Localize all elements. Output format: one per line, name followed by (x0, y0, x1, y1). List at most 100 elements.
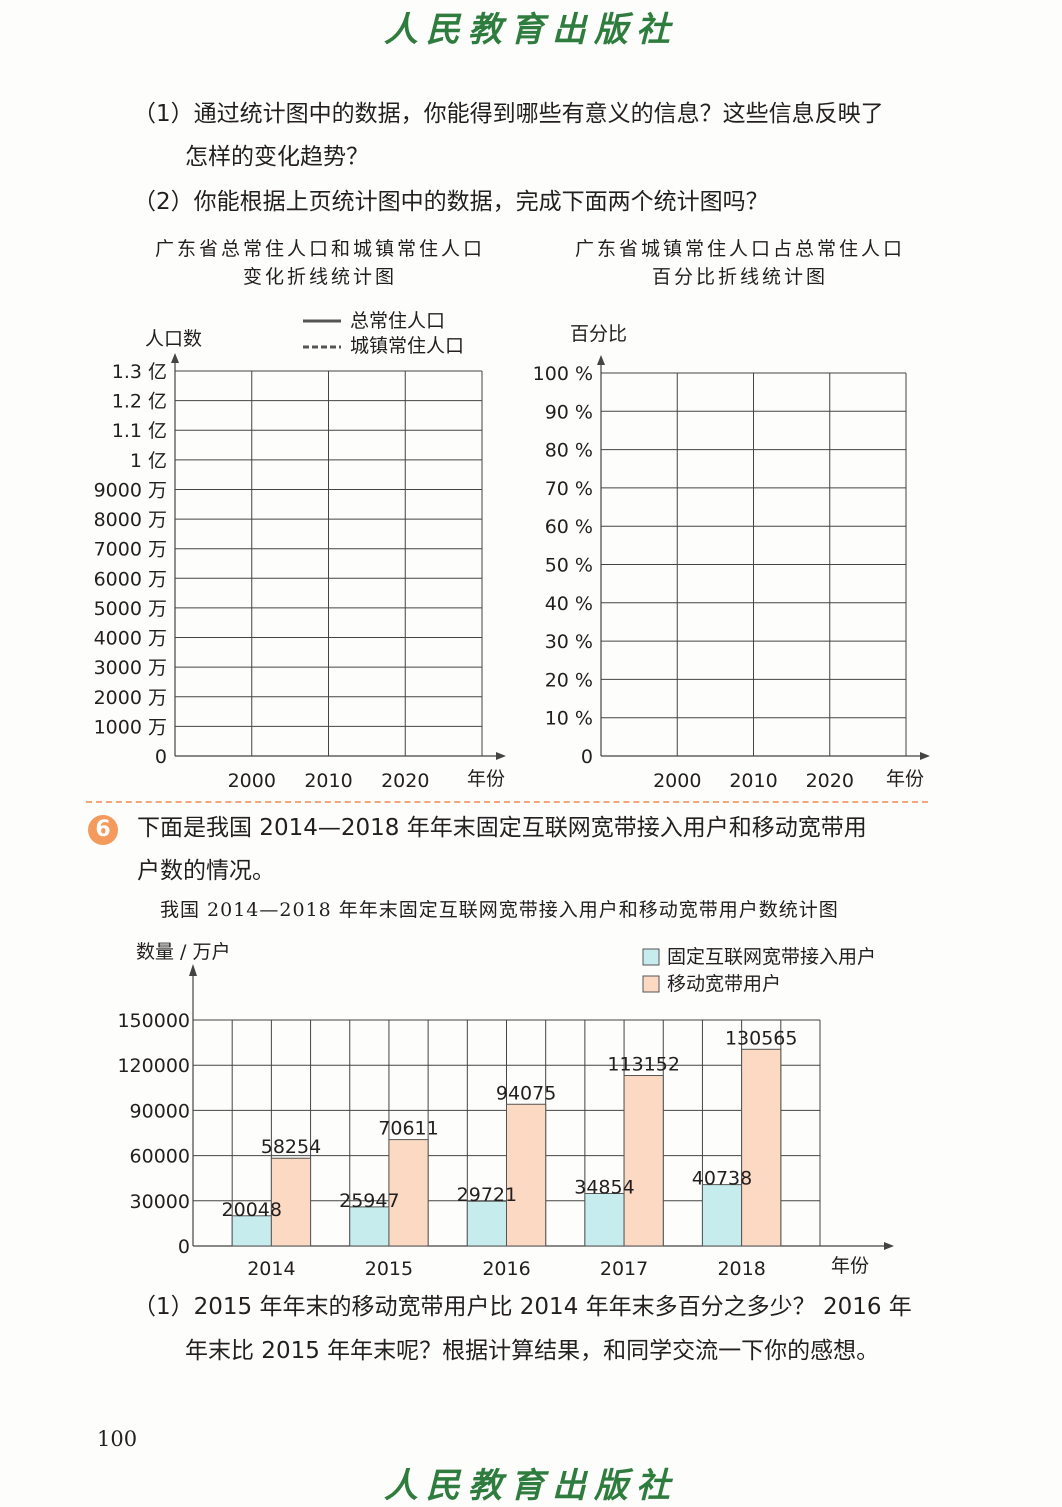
question-2: （2）你能根据上页统计图中的数据，完成下面两个统计图吗？ (133, 189, 769, 215)
bar-value-label: 94075 (496, 1082, 556, 1104)
bar-chart: 数量 / 万户 固定互联网宽带接入用户 移动宽带用户 20048 58254 259… (117, 941, 894, 1280)
left-y-tick-label: 4000 万 (94, 628, 167, 650)
left-y-tick-label: 9000 万 (94, 479, 167, 501)
bar-mobile-2014 (270, 1157, 312, 1247)
problem-number-badge: 6 (88, 815, 118, 845)
bar-y-tick-label: 120000 (117, 1055, 190, 1077)
left-chart-title-line-2: 变化折线统计图 (242, 265, 397, 288)
left-y-tick-label: 1.3 亿 (112, 361, 167, 383)
left-y-tick-label: 1.1 亿 (112, 420, 167, 442)
bar-y-tick-label: 0 (178, 1236, 190, 1258)
bar-value-label: 130565 (725, 1027, 798, 1049)
right-y-tick-label: 10 % (545, 708, 593, 730)
bar-mobile-2015 (388, 1139, 429, 1247)
bar-mobile-2018 (741, 1048, 782, 1247)
bar-y-tick-label: 60000 (130, 1146, 190, 1168)
left-chart-title-line-1: 广东省总常住人口和城镇常住人口 (154, 238, 485, 260)
right-y-tick-label: 40 % (545, 593, 593, 615)
left-chart-title: 广东省总常住人口和城镇常住人口 变化折线统计图 (120, 236, 520, 291)
problem-6-line-1: 下面是我国 2014—2018 年年末固定互联网宽带接入用户和移动宽带用 (137, 815, 867, 841)
left-x-tick-label: 2000 (228, 770, 276, 792)
bar-fixed-2014 (231, 1215, 272, 1247)
left-y-tick-label: 8000 万 (94, 509, 167, 531)
bar-chart-title: 我国 2014—2018 年年末固定互联网宽带接入用户和移动宽带用户数统计图 (160, 899, 839, 921)
right-y-tick-label: 100 % (533, 363, 593, 385)
left-x-tick-label: 2010 (304, 770, 352, 792)
right-chart-title-line-1: 广东省城镇常住人口占总常住人口 (574, 238, 905, 260)
left-y-tick-label: 1000 万 (94, 716, 167, 738)
right-chart-title: 广东省城镇常住人口占总常住人口 百分比折线统计图 (540, 236, 940, 291)
section-divider (86, 801, 928, 803)
right-x-tick-label: 2020 (806, 770, 854, 792)
left-y-axis-arrow (171, 353, 179, 363)
bar-chart-xlabel: 年份 (831, 1255, 869, 1277)
right-y-axis-arrow (597, 355, 605, 365)
bar-x-axis-arrow (884, 1242, 894, 1250)
left-x-axis-arrow (496, 752, 506, 760)
publisher-logo-top: 人民教育出版社 (384, 10, 678, 50)
bar-value-label: 20048 (222, 1199, 282, 1221)
bar-value-label: 58254 (261, 1136, 321, 1158)
legend-urban-population: 城镇常住人口 (350, 335, 464, 357)
right-y-tick-label: 60 % (545, 516, 593, 538)
right-chart-title-line-2: 百分比折线统计图 (651, 265, 828, 288)
left-y-tick-label: 0 (155, 746, 167, 768)
bar-fixed-2016 (466, 1200, 507, 1247)
left-y-tick-label: 7000 万 (94, 539, 167, 561)
bar-y-tick-label: 90000 (130, 1100, 190, 1122)
bar-fixed-2018 (701, 1184, 743, 1247)
bottom-question-line-1: （1）2015 年年末的移动宽带用户比 2014 年年末多百分之多少？ 2016… (133, 1294, 912, 1320)
bar-x-tick-label: 2016 (482, 1258, 530, 1280)
bar-value-label: 34854 (574, 1176, 634, 1198)
bar-x-tick-label: 2018 (717, 1258, 765, 1280)
question-1-line-2: 怎样的变化趋势？ (185, 144, 369, 170)
bar-mobile-2017 (623, 1075, 664, 1247)
left-y-tick-label: 1 亿 (130, 450, 167, 472)
right-y-tick-label: 50 % (545, 555, 593, 577)
left-ylabel: 人口数 (145, 328, 202, 350)
right-x-tick-label: 2010 (729, 770, 777, 792)
bar-mobile-2016 (506, 1103, 547, 1247)
legend-total-population: 总常住人口 (350, 310, 445, 332)
bar-fixed-2015 (349, 1206, 390, 1247)
right-xlabel: 年份 (886, 768, 924, 790)
right-line-chart: 百分比 0 10 % 20 % 30 % 40 % 50 % 60 % 70 % 80 % 90 … (533, 323, 930, 792)
page-number: 100 (97, 1427, 138, 1451)
left-xlabel: 年份 (467, 768, 505, 790)
bar-chart-ylabel: 数量 / 万户 (136, 941, 230, 963)
bar-value-label: 29721 (457, 1184, 517, 1206)
right-x-tick-label: 2000 (653, 770, 701, 792)
publisher-logo-bottom: 人民教育出版社 (384, 1466, 678, 1506)
left-y-tick-label: 2000 万 (94, 687, 167, 709)
right-x-axis-arrow (920, 752, 930, 760)
question-1-line-1: （1）通过统计图中的数据，你能得到哪些有意义的信息？这些信息反映了 (133, 101, 884, 127)
right-ylabel: 百分比 (570, 323, 627, 345)
problem-6-line-2: 户数的情况。 (137, 858, 275, 884)
left-y-tick-label: 5000 万 (94, 598, 167, 620)
bar-fixed-2017 (584, 1192, 625, 1247)
bar-value-label: 70611 (378, 1118, 438, 1140)
bar-y-tick-label: 150000 (117, 1010, 190, 1032)
right-y-tick-label: 90 % (545, 401, 593, 423)
left-x-tick-label: 2020 (381, 770, 429, 792)
right-y-tick-label: 0 (581, 746, 593, 768)
right-y-tick-label: 30 % (545, 631, 593, 653)
left-y-tick-label: 6000 万 (94, 568, 167, 590)
right-y-tick-label: 80 % (545, 440, 593, 462)
legend-swatch-mobile (642, 975, 660, 993)
left-y-tick-label: 3000 万 (94, 657, 167, 679)
legend-label-mobile: 移动宽带用户 (667, 973, 781, 995)
bar-y-tick-label: 30000 (130, 1191, 190, 1213)
bar-x-tick-label: 2014 (247, 1258, 295, 1280)
bar-value-label: 25947 (339, 1190, 399, 1212)
right-y-tick-label: 70 % (545, 478, 593, 500)
bar-y-axis-arrow (189, 964, 197, 976)
legend-label-fixed: 固定互联网宽带接入用户 (667, 946, 876, 968)
bottom-question-line-2: 年末比 2015 年年末呢？根据计算结果，和同学交流一下你的感想。 (185, 1338, 880, 1364)
bar-value-label: 113152 (607, 1054, 680, 1076)
left-y-tick-label: 1.2 亿 (112, 391, 167, 413)
bar-value-label: 40738 (692, 1168, 752, 1190)
bar-x-tick-label: 2017 (600, 1258, 648, 1280)
legend-swatch-fixed (642, 948, 660, 966)
bar-x-tick-label: 2015 (365, 1258, 413, 1280)
